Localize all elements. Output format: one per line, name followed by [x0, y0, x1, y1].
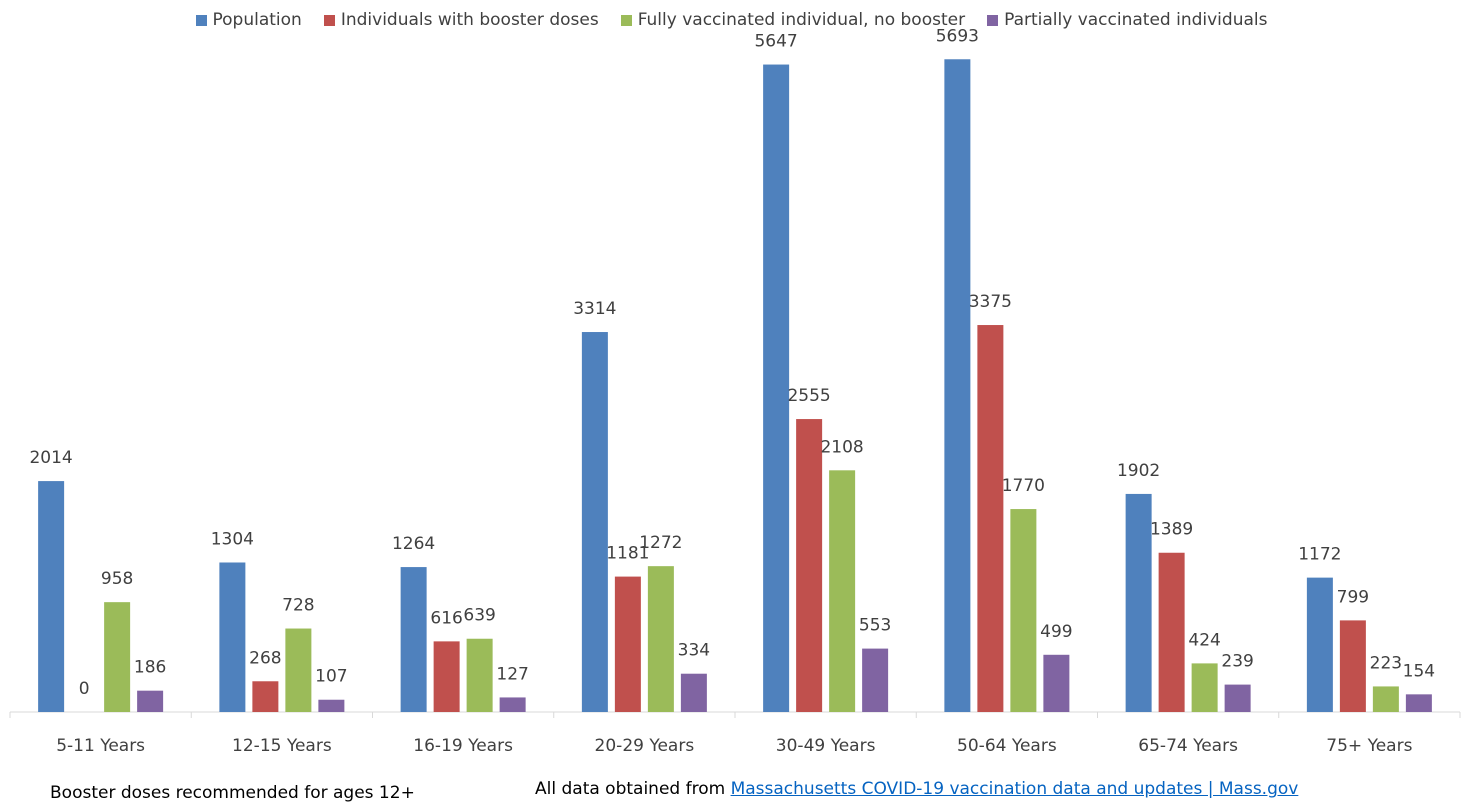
bar-1-4 [796, 419, 823, 712]
source-link[interactable]: Massachusetts COVID-19 vaccination data … [730, 779, 1299, 799]
legend-item-0: Population [195, 10, 302, 30]
bar-2-3 [647, 566, 674, 712]
x-tick-label-2: 16-19 Years [413, 736, 513, 756]
bar-0-6 [1125, 493, 1152, 712]
data-label-0-3: 3314 [573, 299, 616, 319]
bar-3-2 [499, 697, 526, 712]
legend-swatch-2 [620, 14, 632, 26]
data-label-3-5: 499 [1040, 622, 1072, 642]
bar-1-7 [1339, 620, 1366, 712]
bar-0-0 [38, 481, 65, 712]
data-label-2-4: 2108 [820, 437, 863, 457]
booster-note: Booster doses recommended for ages 12+ [50, 783, 415, 803]
bar-0-5 [944, 59, 971, 712]
data-label-1-5: 3375 [969, 292, 1012, 312]
data-label-2-1: 728 [282, 596, 314, 616]
x-tick-label-6: 65-74 Years [1138, 736, 1238, 756]
data-label-1-1: 268 [249, 648, 281, 668]
x-tick-label-7: 75+ Years [1326, 736, 1412, 756]
data-label-1-7: 799 [1337, 587, 1369, 607]
x-tick-label-0: 5-11 Years [56, 736, 145, 756]
data-label-2-0: 958 [101, 569, 133, 589]
x-tick-label-4: 30-49 Years [776, 736, 876, 756]
bar-0-4 [763, 64, 790, 713]
data-label-2-7: 223 [1370, 653, 1402, 673]
bar-0-1 [219, 562, 246, 712]
bar-3-5 [1043, 654, 1070, 712]
data-label-2-5: 1770 [1002, 476, 1045, 496]
data-label-1-2: 616 [430, 608, 462, 628]
legend-label-3: Partially vaccinated individuals [1004, 10, 1268, 30]
data-label-3-2: 127 [496, 664, 528, 684]
data-label-1-6: 1389 [1150, 520, 1193, 540]
legend-label-1: Individuals with booster doses [340, 10, 599, 30]
data-label-0-0: 2014 [29, 448, 72, 468]
data-label-0-7: 1172 [1298, 545, 1341, 565]
bar-3-1 [318, 699, 345, 712]
data-label-0-1: 1304 [211, 529, 254, 549]
bar-3-7 [1405, 694, 1432, 712]
bar-2-7 [1372, 686, 1399, 712]
data-label-2-6: 424 [1188, 630, 1220, 650]
bar-3-0 [137, 690, 164, 712]
data-label-3-7: 154 [1403, 661, 1435, 681]
bar-1-2 [433, 641, 460, 712]
data-label-1-4: 2555 [787, 386, 830, 406]
data-label-1-0: 0 [79, 679, 90, 699]
bar-2-4 [829, 470, 856, 712]
bar-0-7 [1306, 577, 1333, 712]
bar-2-0 [104, 602, 131, 712]
x-tick-label-1: 12-15 Years [232, 736, 332, 756]
data-label-0-5: 5693 [936, 26, 979, 46]
data-label-0-6: 1902 [1117, 461, 1160, 481]
bar-1-5 [977, 325, 1004, 712]
legend-label-0: Population [212, 10, 302, 30]
data-label-0-2: 1264 [392, 534, 435, 554]
bar-2-5 [1010, 509, 1037, 712]
source-note: All data obtained from Massachusetts COV… [535, 779, 1298, 799]
x-tick-label-5: 50-64 Years [957, 736, 1057, 756]
x-tick-label-3: 20-29 Years [595, 736, 695, 756]
data-label-0-4: 5647 [754, 32, 797, 52]
bar-1-6 [1158, 552, 1185, 712]
data-label-3-3: 334 [678, 641, 710, 661]
bar-2-2 [466, 638, 493, 712]
legend-swatch-3 [987, 14, 999, 26]
data-label-3-0: 186 [134, 658, 166, 678]
source-prefix: All data obtained from [535, 779, 731, 799]
legend-swatch-1 [323, 14, 335, 26]
data-label-3-1: 107 [315, 667, 347, 687]
bar-3-4 [862, 648, 889, 712]
bar-0-3 [581, 332, 608, 712]
bar-0-2 [400, 567, 427, 712]
bar-2-1 [285, 628, 312, 712]
data-label-2-2: 639 [463, 606, 495, 626]
legend-label-2: Fully vaccinated individual, no booster [637, 10, 966, 30]
bar-3-3 [680, 673, 707, 712]
bar-1-3 [614, 576, 641, 712]
data-label-2-3: 1272 [639, 533, 682, 553]
data-label-3-4: 553 [859, 616, 891, 636]
bar-3-6 [1224, 684, 1251, 712]
chart-legend: Population Individuals with booster doses… [0, 10, 1463, 30]
data-label-3-6: 239 [1221, 652, 1253, 672]
bar-2-6 [1191, 663, 1218, 712]
legend-item-2: Fully vaccinated individual, no booster [620, 10, 966, 30]
legend-item-1: Individuals with booster doses [323, 10, 599, 30]
legend-swatch-0 [195, 14, 207, 26]
bar-1-1 [252, 681, 279, 712]
data-label-1-3: 1181 [606, 544, 649, 564]
legend-item-3: Partially vaccinated individuals [987, 10, 1267, 30]
